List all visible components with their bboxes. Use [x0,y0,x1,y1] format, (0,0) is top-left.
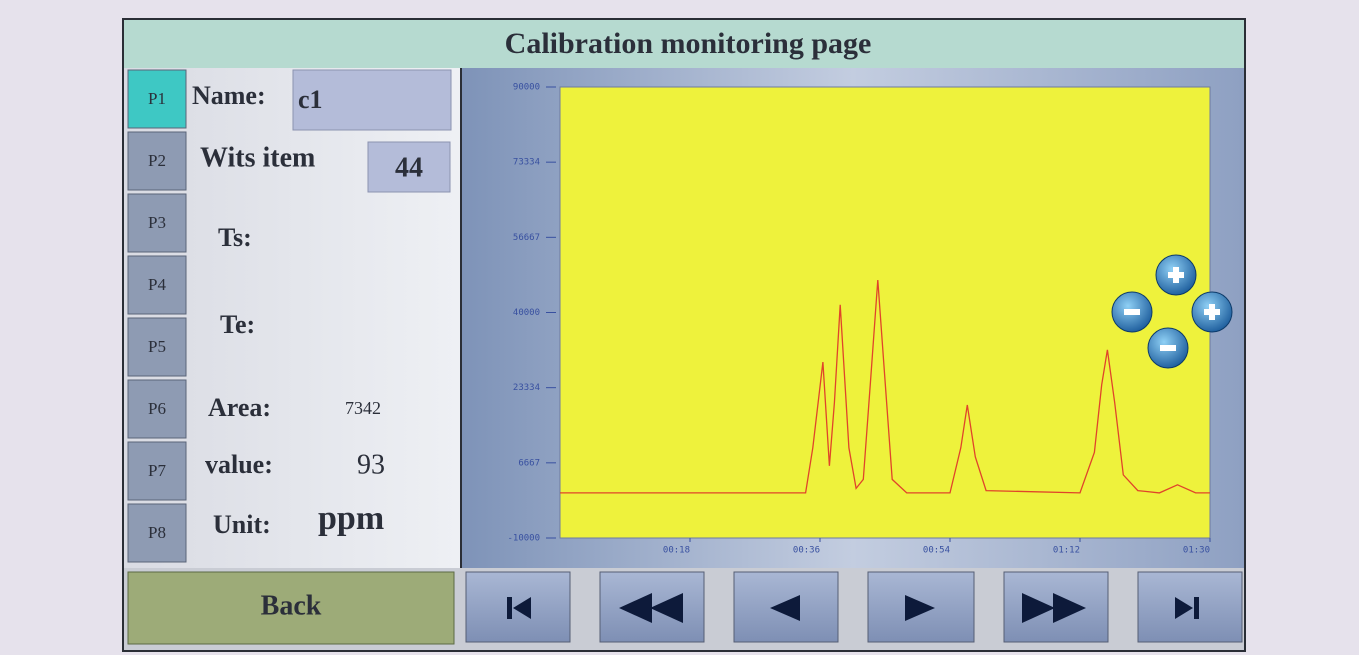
wits-label: Wits item [200,142,315,173]
tab-label: P3 [148,213,166,232]
icon [1124,309,1140,315]
y-tick-label: 40000 [513,308,540,318]
value-label: value: [205,450,273,479]
value-value: 93 [357,449,385,480]
x-tick-label: 00:18 [663,546,690,556]
tab-label: P8 [148,523,166,542]
tab-label: P2 [148,151,166,170]
wits-value: 44 [395,152,423,183]
tab-label: P4 [148,275,166,294]
x-tick-label: 00:54 [923,546,950,556]
x-tick-label: 01:12 [1053,546,1080,556]
tab-label: P1 [148,89,166,108]
y-tick-label: -10000 [507,534,540,544]
x-tick-label: 00:36 [793,546,820,556]
back-label: Back [261,590,322,621]
y-tick-label: 73334 [513,158,540,168]
unit-label: Unit: [213,510,271,539]
y-tick-label: 6667 [518,458,540,468]
tab-label: P5 [148,337,166,356]
icon [1194,597,1199,619]
icon [1209,304,1215,320]
name-value: c1 [298,85,323,114]
icon [1173,267,1179,283]
te-label: Te: [220,310,255,339]
y-tick-label: 56667 [513,233,540,243]
x-tick-label: 01:30 [1183,546,1210,556]
tab-label: P7 [148,461,166,480]
unit-value: ppm [318,500,384,537]
y-tick-label: 23334 [513,383,540,393]
chart: 90000 73334 56667 40000 23334 6667 -10000 00:18… [507,83,1210,556]
area-value: 7342 [345,398,381,418]
title: Calibration monitoring page [505,27,872,60]
y-tick-label: 90000 [513,83,540,93]
tab-label: P6 [148,399,166,418]
page: Calibration monitoring page P1 P2 P3 P4 P5 P6… [0,0,1359,655]
icon [507,597,512,619]
icon [1160,345,1176,351]
screen: Calibration monitoring page P1 P2 P3 P4 P5 P6… [0,0,1359,655]
area-label: Area: [208,393,271,422]
ts-label: Ts: [218,223,252,252]
name-label: Name: [192,81,266,110]
